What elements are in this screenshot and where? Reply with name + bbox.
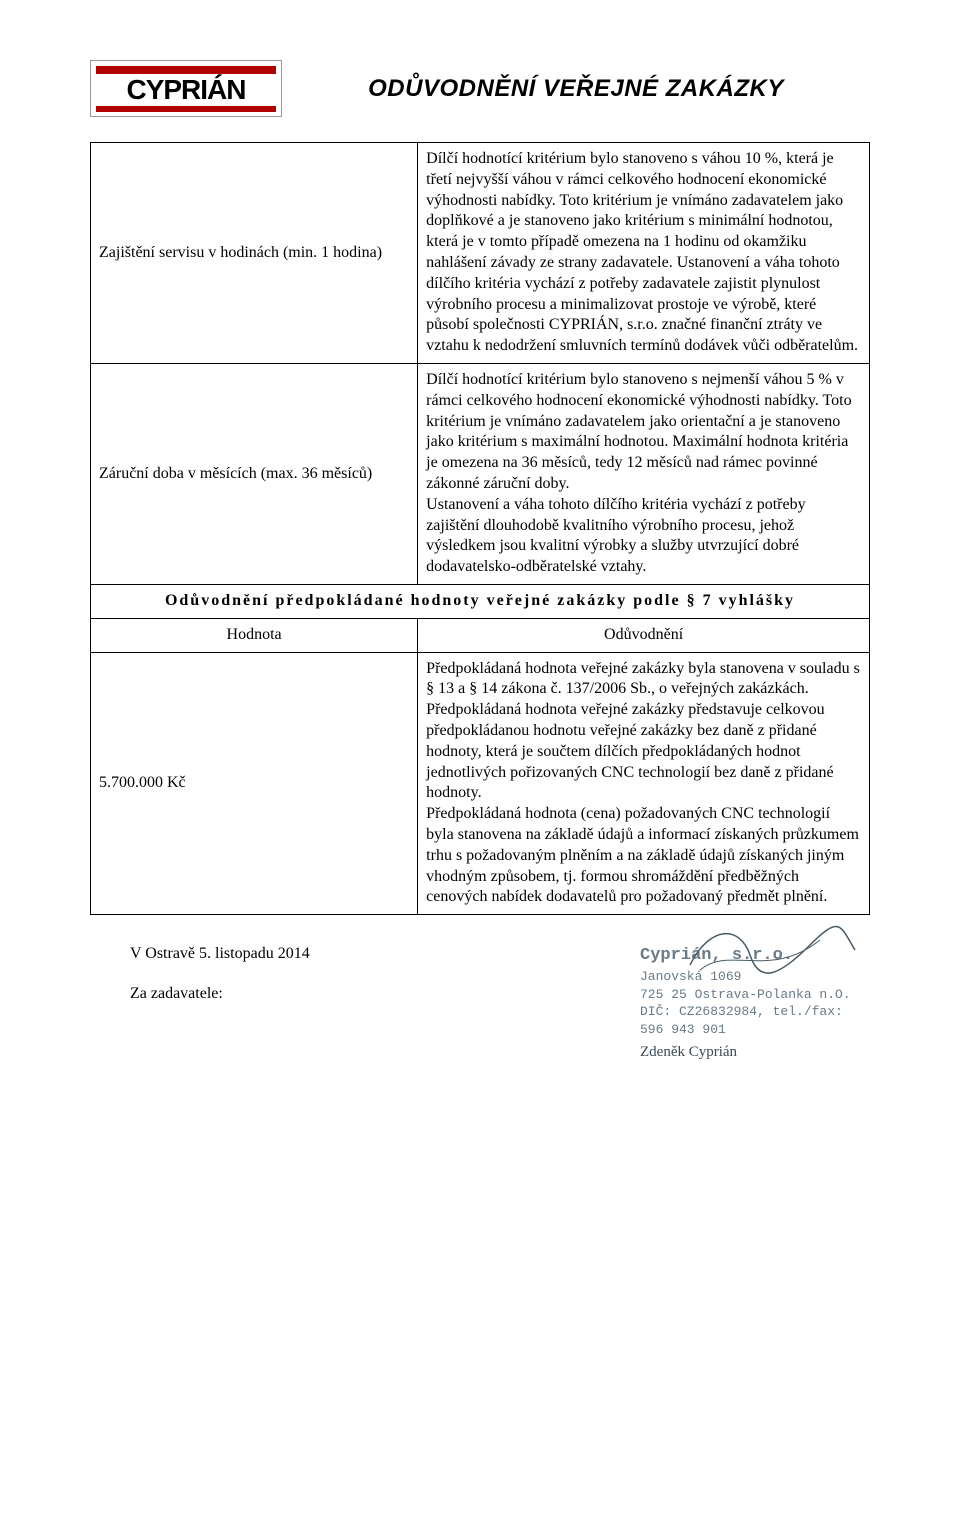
stamp-line: 725 25 Ostrava-Polanka n.O. xyxy=(640,986,870,1004)
footer-left: V Ostravě 5. listopadu 2014 Za zadavatel… xyxy=(90,945,310,1003)
stamp-line: Janovská 1069 xyxy=(640,968,870,986)
subhead-right: Odůvodnění xyxy=(418,618,870,652)
value-label: 5.700.000 Kč xyxy=(91,652,418,915)
stamp: Cyprián, s.r.o. Janovská 1069 725 25 Ost… xyxy=(640,945,870,1062)
justification-table: Zajištění servisu v hodinách (min. 1 hod… xyxy=(90,142,870,915)
criterion-label: Zajištění servisu v hodinách (min. 1 hod… xyxy=(91,143,418,364)
footer: V Ostravě 5. listopadu 2014 Za zadavatel… xyxy=(90,945,870,1062)
criterion-text: Dílčí hodnotící kritérium bylo stanoveno… xyxy=(418,143,870,364)
logo-bar-top xyxy=(96,66,276,74)
for-contractor: Za zadavatele: xyxy=(130,985,310,1003)
signature-name: Zdeněk Cyprián xyxy=(640,1042,870,1062)
stamp-company: Cyprián, s.r.o. xyxy=(640,945,870,968)
subhead-left: Hodnota xyxy=(91,618,418,652)
table-row: Zajištění servisu v hodinách (min. 1 hod… xyxy=(91,143,870,364)
table-row-section: Odůvodnění předpokládané hodnoty veřejné… xyxy=(91,584,870,618)
section-header: Odůvodnění předpokládané hodnoty veřejné… xyxy=(91,584,870,618)
criterion-text: Dílčí hodnotící kritérium bylo stanoveno… xyxy=(418,363,870,584)
criterion-label: Záruční doba v měsících (max. 36 měsíců) xyxy=(91,363,418,584)
page-title: ODŮVODNĚNÍ VEŘEJNÉ ZAKÁZKY xyxy=(282,75,870,103)
table-row-subhead: Hodnota Odůvodnění xyxy=(91,618,870,652)
table-row: 5.700.000 Kč Předpokládaná hodnota veřej… xyxy=(91,652,870,915)
logo-text: CYPRIÁN xyxy=(126,76,245,104)
place-date: V Ostravě 5. listopadu 2014 xyxy=(130,945,310,963)
value-text: Předpokládaná hodnota veřejné zakázky by… xyxy=(418,652,870,915)
logo: CYPRIÁN xyxy=(90,60,282,117)
stamp-line: DIČ: CZ26832984, tel./fax: 596 943 901 xyxy=(640,1003,870,1038)
table-row: Záruční doba v měsících (max. 36 měsíců)… xyxy=(91,363,870,584)
page-header: CYPRIÁN ODŮVODNĚNÍ VEŘEJNÉ ZAKÁZKY xyxy=(90,60,870,117)
logo-bar-bottom xyxy=(96,106,276,112)
